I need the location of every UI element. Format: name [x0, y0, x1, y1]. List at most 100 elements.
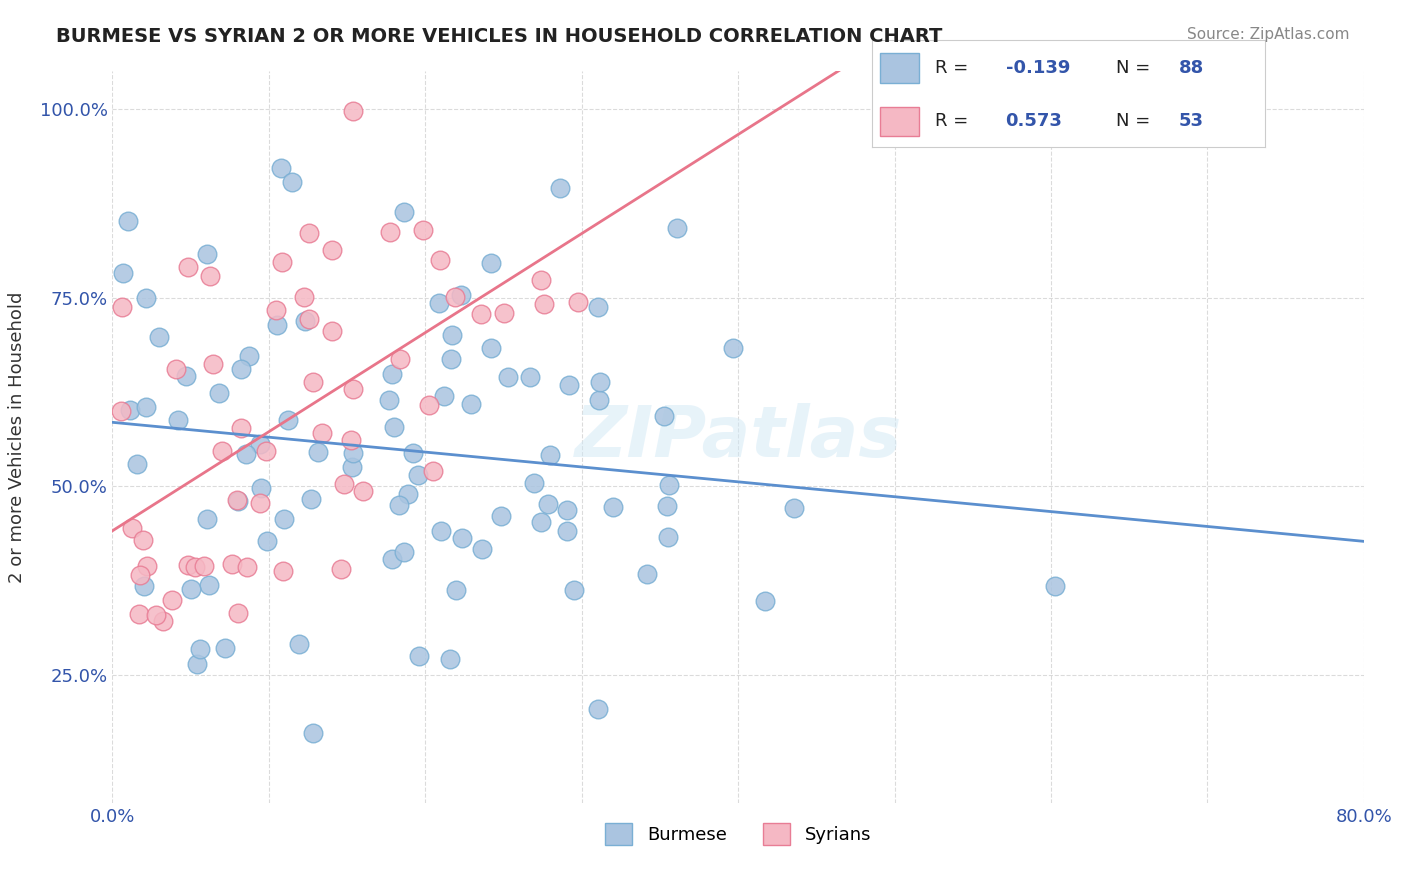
Text: R =: R =: [935, 112, 974, 130]
Point: [226, 493, 249, 508]
Point: [392, 544, 415, 558]
Point: [256, 533, 278, 548]
Point: [588, 300, 610, 314]
Point: [292, 289, 315, 303]
Point: [180, 582, 202, 596]
Point: [152, 614, 174, 628]
Point: [489, 509, 512, 524]
Point: [444, 583, 467, 598]
Point: [394, 204, 416, 219]
Text: ZIPatlas: ZIPatlas: [575, 402, 901, 472]
Point: [555, 524, 578, 538]
Point: [342, 460, 364, 475]
Point: [120, 402, 142, 417]
Point: [135, 400, 157, 414]
Point: [479, 256, 502, 270]
Point: [471, 542, 494, 557]
Point: [277, 413, 299, 427]
Point: [382, 419, 405, 434]
Point: [723, 342, 745, 356]
Point: [235, 447, 257, 461]
Point: [429, 524, 451, 538]
Point: [148, 330, 170, 344]
Point: [249, 436, 271, 450]
Point: [235, 559, 257, 574]
Point: [110, 404, 132, 418]
Point: [302, 375, 325, 389]
Point: [441, 327, 464, 342]
Point: [229, 421, 252, 435]
Point: [538, 448, 561, 462]
Point: [299, 492, 322, 507]
Point: [389, 352, 412, 367]
Point: [460, 397, 482, 411]
Point: [450, 531, 472, 545]
Point: [136, 559, 159, 574]
Point: [221, 558, 243, 572]
Point: [238, 349, 260, 363]
Point: [567, 294, 589, 309]
Point: [657, 530, 679, 544]
Point: [602, 500, 624, 515]
Point: [229, 362, 252, 376]
Point: [321, 243, 343, 257]
Point: [208, 385, 231, 400]
Point: [422, 463, 444, 477]
Point: [121, 521, 143, 535]
Point: [128, 607, 150, 622]
Point: [184, 560, 207, 574]
Point: [381, 367, 404, 381]
Text: 53: 53: [1178, 112, 1204, 130]
Point: [270, 161, 292, 176]
Point: [135, 291, 157, 305]
Point: [548, 181, 571, 195]
Point: [433, 389, 456, 403]
Point: [418, 398, 440, 412]
Text: Source: ZipAtlas.com: Source: ZipAtlas.com: [1187, 27, 1350, 42]
Point: [125, 458, 148, 472]
Point: [470, 307, 492, 321]
Point: [530, 515, 553, 529]
Point: [176, 369, 198, 384]
Point: [408, 467, 430, 482]
Point: [165, 362, 187, 376]
Point: [198, 269, 221, 284]
FancyBboxPatch shape: [880, 53, 920, 83]
Point: [1043, 579, 1066, 593]
Point: [783, 500, 806, 515]
Point: [250, 482, 273, 496]
Point: [378, 225, 401, 239]
Point: [666, 220, 689, 235]
Point: [427, 296, 450, 310]
Point: [440, 352, 463, 367]
Point: [297, 227, 319, 241]
Text: N =: N =: [1116, 112, 1156, 130]
Point: [129, 568, 152, 582]
Point: [254, 444, 277, 458]
Point: [657, 499, 679, 513]
Point: [342, 103, 364, 118]
Point: [266, 318, 288, 333]
Point: [321, 324, 343, 338]
Point: [186, 657, 208, 671]
Point: [193, 558, 215, 573]
Point: [754, 594, 776, 608]
Point: [352, 483, 374, 498]
Point: [402, 445, 425, 459]
Point: [652, 409, 675, 424]
Point: [429, 253, 451, 268]
Point: [586, 701, 609, 715]
Point: [145, 607, 167, 622]
Text: BURMESE VS SYRIAN 2 OR MORE VEHICLES IN HOUSEHOLD CORRELATION CHART: BURMESE VS SYRIAN 2 OR MORE VEHICLES IN …: [56, 27, 942, 45]
Point: [637, 567, 659, 582]
Point: [588, 375, 610, 389]
Point: [112, 267, 135, 281]
FancyBboxPatch shape: [880, 106, 920, 136]
Point: [519, 369, 541, 384]
Point: [298, 312, 321, 326]
Point: [177, 558, 200, 573]
Point: [330, 562, 353, 576]
Point: [249, 495, 271, 509]
Point: [201, 357, 224, 371]
Text: R =: R =: [935, 59, 974, 77]
